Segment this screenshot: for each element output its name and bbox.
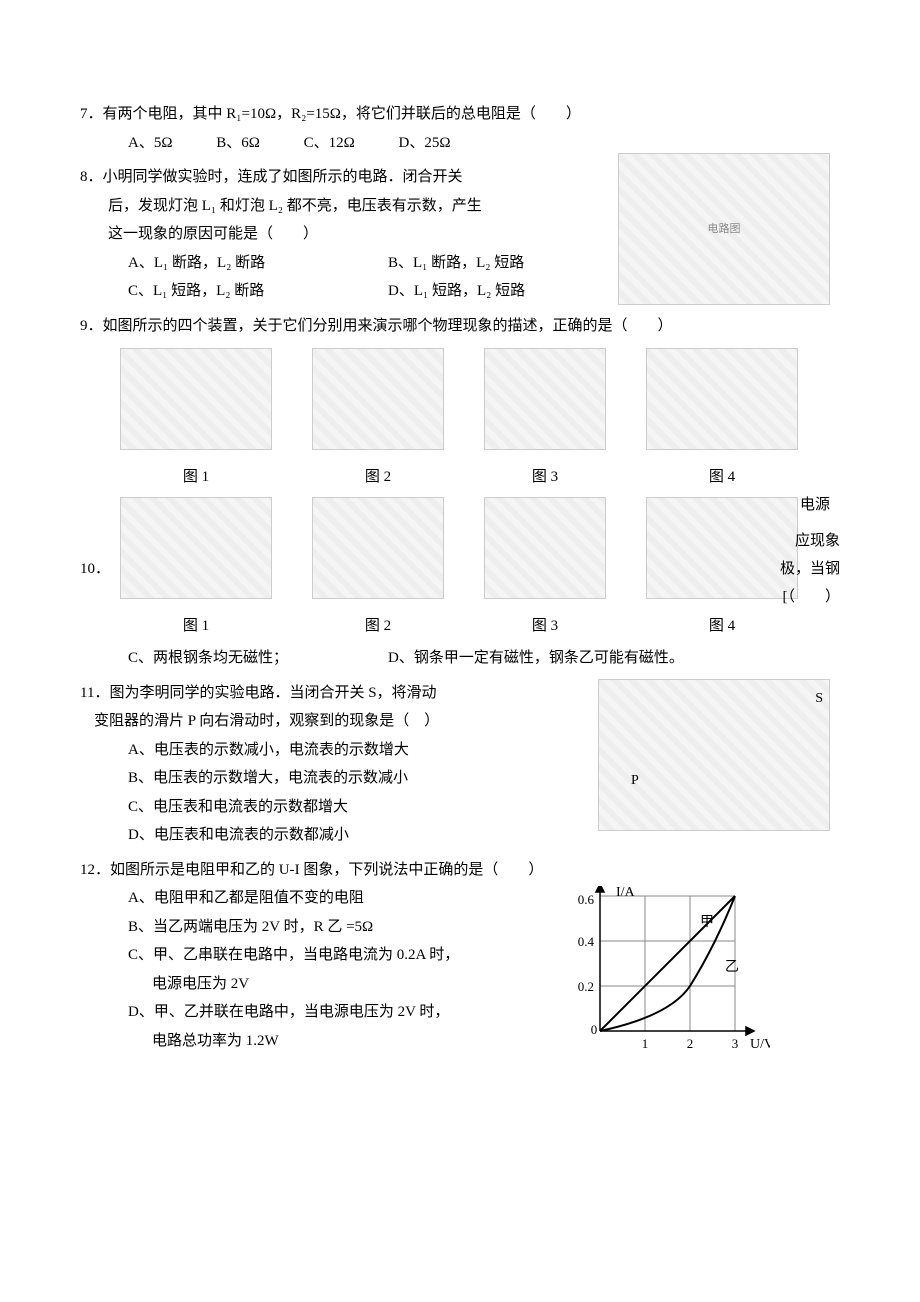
question-10: 电源 应现象 极，当钢 [（ ） 10． 图 1 图 2 图 3 图 4 C、两… <box>80 497 840 673</box>
apparatus-2b-icon <box>312 497 444 599</box>
q10-frag2: 极，当钢 <box>780 555 840 584</box>
series-yi-label: 乙 <box>725 959 739 975</box>
q9dup-source-label: 电源 <box>800 491 830 520</box>
q7-opt-c: C、12Ω <box>304 129 355 158</box>
ui-graph-svg: 甲 乙 0 1 2 3 0.2 0.4 0.6 I/A U/V <box>560 886 770 1076</box>
q9-fig4: 图 4 <box>646 348 798 491</box>
q9-fig2: 图 2 <box>312 348 444 491</box>
q10-number: 10． <box>80 555 110 584</box>
q7-opt-a: A、5Ω <box>128 129 172 158</box>
ylabel: I/A <box>616 886 636 900</box>
q9-fig1-label: 图 1 <box>120 463 272 492</box>
series-jia-label: 甲 <box>700 915 714 930</box>
q12-stem: 12．如图所示是电阻甲和乙的 U-I 图象，下列说法中正确的是（ ） <box>80 856 840 885</box>
q11-label-p: P <box>631 768 639 795</box>
q12-ui-graph: 甲 乙 0 1 2 3 0.2 0.4 0.6 I/A U/V <box>560 886 770 1087</box>
q11-circuit-figure: S P <box>598 679 830 842</box>
q10-opt-c: C、两根钢条均无磁性； <box>128 644 388 673</box>
question-11: 11．图为李明同学的实验电路．当闭合开关 S，将滑动 变阻器的滑片 P 向右滑动… <box>80 679 840 850</box>
q7-opt-d: D、25Ω <box>399 129 451 158</box>
q8-opt-b: B、L₁ 断路，L₂ 短路 <box>388 249 648 278</box>
apparatus-3-icon <box>484 348 606 450</box>
ytick-04: 0.4 <box>578 934 595 949</box>
q10-fig4: 图 4 <box>646 497 798 640</box>
xtick-2: 2 <box>687 1036 694 1051</box>
q9-fig3: 图 3 <box>484 348 606 491</box>
question-9: 9．如图所示的四个装置，关于它们分别用来演示哪个物理现象的描述，正确的是（ ） … <box>80 312 840 492</box>
xtick-3: 3 <box>732 1036 739 1051</box>
apparatus-4b-icon <box>646 497 798 599</box>
ytick-02: 0.2 <box>578 979 594 994</box>
q7-stem: 7．有两个电阻，其中 R₁=10Ω，R₂=15Ω，将它们并联后的总电阻是（ ） <box>80 100 840 129</box>
q10-fig2: 图 2 <box>312 497 444 640</box>
q9-stem: 9．如图所示的四个装置，关于它们分别用来演示哪个物理现象的描述，正确的是（ ） <box>80 312 840 341</box>
q10-frag3: [（ ） <box>783 583 841 612</box>
q9-fig3-label: 图 3 <box>484 463 606 492</box>
apparatus-3b-icon <box>484 497 606 599</box>
q9-fig4-label: 图 4 <box>646 463 798 492</box>
question-12: 12．如图所示是电阻甲和乙的 U-I 图象，下列说法中正确的是（ ） A、电阻甲… <box>80 856 840 1076</box>
q10-fig1-label: 图 1 <box>120 612 272 641</box>
q10-figure-row-dup: 图 1 图 2 图 3 图 4 <box>120 497 840 640</box>
xtick-0: 0 <box>591 1022 598 1037</box>
q8-opt-d: D、L₁ 短路，L₂ 短路 <box>388 277 648 306</box>
q10-opt-d: D、钢条甲一定有磁性，钢条乙可能有磁性。 <box>388 644 684 673</box>
q9-fig2-label: 图 2 <box>312 463 444 492</box>
question-8: 8．小明同学做实验时，连成了如图所示的电路．闭合开关 后，发现灯泡 L₁ 和灯泡… <box>80 163 840 306</box>
q10-fig3-label: 图 3 <box>484 612 606 641</box>
q9-fig1: 图 1 <box>120 348 272 491</box>
q10-options: C、两根钢条均无磁性； D、钢条甲一定有磁性，钢条乙可能有磁性。 <box>128 644 840 673</box>
question-7: 7．有两个电阻，其中 R₁=10Ω，R₂=15Ω，将它们并联后的总电阻是（ ） … <box>80 100 840 157</box>
apparatus-2-icon <box>312 348 444 450</box>
q10-fig1: 图 1 <box>120 497 272 640</box>
xlabel: U/V <box>750 1037 770 1052</box>
ytick-06: 0.6 <box>578 892 595 907</box>
xtick-1: 1 <box>642 1036 649 1051</box>
q10-fig3: 图 3 <box>484 497 606 640</box>
q8-opt-a: A、L₁ 断路，L₂ 断路 <box>128 249 388 278</box>
apparatus-4-icon <box>646 348 798 450</box>
q10-fig2-label: 图 2 <box>312 612 444 641</box>
q11-label-s: S <box>815 686 823 713</box>
apparatus-1-icon <box>120 348 272 450</box>
q7-opt-b: B、6Ω <box>216 129 260 158</box>
q10-fig4-label: 图 4 <box>646 612 798 641</box>
q9-figure-row-1: 图 1 图 2 图 3 图 4 <box>120 348 840 491</box>
apparatus-1b-icon <box>120 497 272 599</box>
q10-frag1: 应现象 <box>795 527 840 556</box>
q8-opt-c: C、L₁ 短路，L₂ 断路 <box>128 277 388 306</box>
circuit-meters-icon: S P <box>598 679 830 831</box>
q8-circuit-figure: 电路图 <box>618 153 830 305</box>
circuit-diagram-icon: 电路图 <box>618 153 830 305</box>
